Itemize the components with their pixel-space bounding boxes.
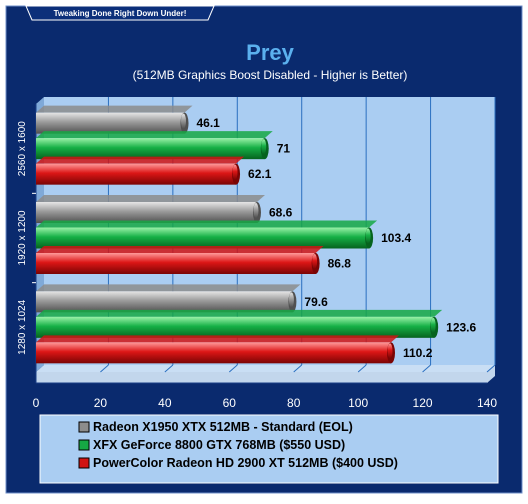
category-label: 1920 x 1200 <box>17 210 28 265</box>
bar <box>36 202 257 223</box>
bar-top-face <box>36 309 443 317</box>
bar-value-label: 46.1 <box>197 116 221 130</box>
bar-top-face <box>36 220 378 228</box>
legend-entry: PowerColor Radeon HD 2900 XT 512MB ($400… <box>93 456 398 470</box>
bar-top-face <box>36 105 193 113</box>
legend-swatch <box>78 457 90 469</box>
x-tick-label: 100 <box>348 396 368 410</box>
bar-top-face <box>36 284 301 292</box>
bar-end-highlight <box>181 113 187 129</box>
gridline-floor <box>293 364 303 373</box>
bar-value-label: 62.1 <box>248 167 272 181</box>
gridline-floor <box>164 364 174 373</box>
x-tick-label: 20 <box>94 396 108 410</box>
bar-top-face <box>36 195 265 202</box>
gridline-floor <box>422 364 431 373</box>
bar-value-label: 68.6 <box>269 206 293 220</box>
x-tick-label: 140 <box>477 396 497 410</box>
legend-swatch <box>78 421 90 433</box>
bar <box>36 112 185 134</box>
bar-top-face <box>36 246 324 253</box>
legend-entry: Radeon X1950 XTX 512MB - Standard (EOL) <box>93 420 353 434</box>
bar <box>36 138 265 160</box>
bar-end-highlight <box>232 164 238 180</box>
category-labels: 2560 x 1600 1920 x 1200 1280 x 1024 <box>17 121 28 355</box>
gridline-floor <box>486 364 496 373</box>
legend-swatch <box>78 439 90 451</box>
bar <box>36 163 237 185</box>
x-tick-label: 80 <box>287 396 301 410</box>
bar-end-highlight <box>312 254 318 269</box>
bar <box>36 291 293 313</box>
category-label: 1280 x 1024 <box>17 299 28 354</box>
gridline-floor <box>228 364 238 373</box>
bar-top-face <box>36 131 273 139</box>
gridline-floor <box>357 364 367 373</box>
bar-end-highlight <box>288 292 294 308</box>
bar-value-label: 79.6 <box>304 295 328 309</box>
bars <box>36 105 443 364</box>
bar-top-face <box>36 156 245 164</box>
x-tick-label: 40 <box>158 396 172 410</box>
bar-end-highlight <box>365 228 371 244</box>
bar-end-highlight <box>387 343 393 359</box>
bar-value-label: 86.8 <box>328 257 352 271</box>
bar-value-label: 123.6 <box>446 320 476 334</box>
chart-outer-border <box>5 5 523 494</box>
chart-subtitle: (512MB Graphics Boost Disabled - Higher … <box>133 68 408 82</box>
banner-tab <box>25 5 215 21</box>
bar-end-highlight <box>430 317 436 333</box>
category-label: 2560 x 1600 <box>17 121 28 176</box>
x-tick-label: 120 <box>413 396 433 410</box>
bar <box>36 227 370 249</box>
plot-floor <box>36 365 495 372</box>
bar <box>36 316 435 338</box>
bar-top-face <box>36 335 400 343</box>
legend: Radeon X1950 XTX 512MB - Standard (EOL) X… <box>78 420 398 470</box>
legend-entry: XFX GeForce 8800 GTX 768MB ($550 USD) <box>93 438 345 452</box>
value-labels: 46.1 71 62.1 68.6 103.4 86.8 79.6 123.6 110.2 <box>197 116 477 360</box>
bar <box>36 342 392 364</box>
bar <box>36 253 316 274</box>
bar-end-highlight <box>261 139 267 155</box>
x-tick-labels: 0 20 40 60 80 100 120 140 <box>33 396 498 410</box>
x-tick-label: 0 <box>33 396 40 410</box>
legend-border <box>39 414 499 484</box>
bar-value-label: 103.4 <box>381 231 411 245</box>
gridline-floor <box>100 364 109 373</box>
bar-end-highlight <box>253 203 259 218</box>
plot-floor-edge <box>36 365 495 383</box>
banner-text: Tweaking Done Right Down Under! <box>54 9 187 18</box>
chart-title: Prey <box>246 40 294 65</box>
bar-value-label: 110.2 <box>403 346 433 360</box>
x-tick-label: 60 <box>223 396 237 410</box>
legend-box <box>40 415 498 483</box>
bar-value-label: 71 <box>277 142 291 156</box>
